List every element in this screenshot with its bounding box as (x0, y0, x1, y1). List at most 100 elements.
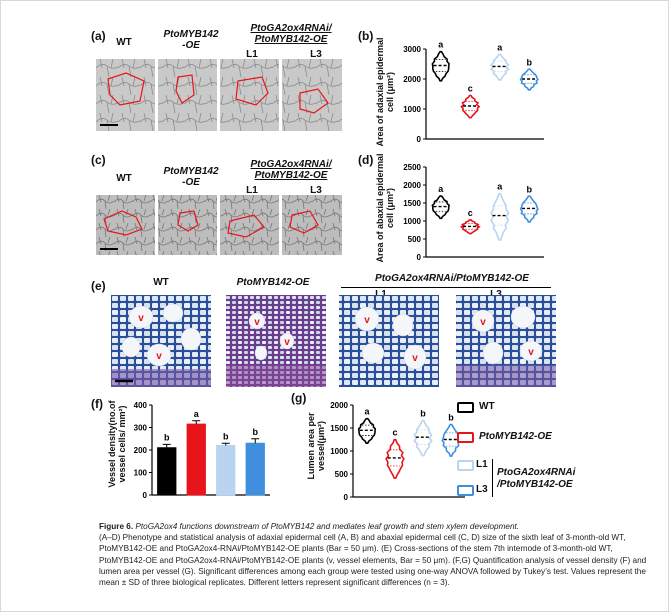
chart-g-letter-1: c (392, 428, 397, 438)
chart-d-ytick-label-4: 2000 (403, 181, 421, 190)
chart-f-ytick-label-0: 0 (143, 491, 148, 500)
chart-f-ytick-label-4: 400 (134, 401, 148, 410)
chart-f-letter-1: a (194, 409, 200, 419)
chart-f-ytick-label-2: 200 (134, 446, 148, 455)
chart-g-violin-3 (441, 423, 461, 457)
chart-b-letter-1: c (468, 83, 473, 93)
chart-d-ytick-label-0: 0 (417, 253, 422, 262)
panel-c-micrographs (96, 195, 342, 255)
cell-outline-c-oe (177, 210, 199, 232)
chart-g-violin-1 (385, 438, 405, 479)
figure-caption: Figure 6. PtoGA2ox4 functions downstream… (99, 521, 655, 588)
chart-f-letter-0: b (164, 432, 170, 442)
legend-swatch-l1 (457, 460, 474, 471)
chart-d-ytick-label-1: 500 (408, 235, 422, 244)
cell-outline-a-l1 (235, 76, 269, 106)
vessel-mark-l1-2: v (412, 353, 418, 364)
chart-g-ytick-label-0: 0 (344, 493, 349, 502)
panel-a-label-l1: L1 (246, 49, 258, 60)
legend-swatch-oe (457, 432, 474, 443)
chart-b-letter-0: a (438, 41, 444, 50)
cell-outline-c-l3 (289, 210, 319, 234)
micrograph-e-l1 (339, 295, 439, 387)
panel-a-micrographs (96, 59, 342, 131)
legend-bracket (492, 459, 493, 497)
legend-bracket-label: PtoGA2ox4RNAi /PtoMYB142-OE (497, 467, 576, 490)
chart-b-violin-3 (519, 68, 539, 91)
caption-body: (A–D) Phenotype and statistical analysis… (99, 533, 647, 588)
chart-f-bar-0 (157, 447, 177, 496)
chart-g-ytick-label-2: 1000 (330, 447, 348, 456)
caption-title: Figure 6. (99, 522, 134, 531)
vessel-mark-oe-1: v (254, 317, 260, 328)
micrograph-c-oe (158, 195, 217, 255)
chart-b-ytick-label-1: 1000 (403, 105, 421, 114)
legend-swatch-wt (457, 402, 474, 413)
panel-e-letter: (e) (91, 279, 106, 293)
panel-f-letter: (f) (91, 397, 103, 411)
cell-outline-a-wt (107, 72, 145, 106)
panel-c-label-l1: L1 (246, 185, 258, 196)
panel-c-label-l3: L3 (310, 185, 322, 196)
panel-c-label-wt: WT (116, 173, 132, 184)
chart-b-violin-0 (431, 50, 450, 82)
chart-b-violin-2 (489, 53, 510, 81)
chart-b-ytick-label-3: 3000 (403, 45, 421, 54)
panel-e-label-oe: PtoMYB142-OE (236, 277, 310, 288)
micrograph-c-l3 (282, 195, 342, 255)
chart-f-ytick-label-3: 300 (134, 424, 148, 433)
micrograph-a-wt (96, 59, 155, 131)
cell-outline-a-l3 (299, 88, 329, 114)
chart-f: 0 100 200 300 400 b a b b (134, 401, 270, 500)
chart-g-letter-3: b (448, 413, 454, 423)
chart-g-violin-2 (413, 419, 433, 457)
chart-g-ytick-label-3: 1500 (330, 424, 348, 433)
vessel-mark-l3-2: v (528, 347, 534, 358)
cell-outline-c-l1 (227, 214, 265, 238)
chart-g-letter-2: b (420, 409, 426, 419)
chart-d-violin-1 (459, 219, 481, 235)
chart-d-letter-3: b (527, 184, 533, 194)
cell-outline-c-wt (103, 210, 143, 236)
cell-outline-a-oe (175, 74, 195, 104)
chart-f-bar-2 (216, 445, 236, 496)
panel-e-label-l3: L3 (490, 289, 502, 300)
vessel-mark-wt-2: v (156, 351, 162, 362)
chart-g-letter-0: a (364, 407, 370, 417)
panel-e-bracket (341, 287, 551, 288)
panel-a-label-oe: PtoMYB142 -OE (163, 29, 219, 51)
chart-d-violin-3 (519, 195, 539, 223)
vessel-mark-l1-1: v (364, 315, 370, 326)
chart-f-bar-3 (245, 442, 265, 496)
chart-d-ytick-label-5: 2500 (403, 163, 421, 172)
micrograph-a-l3 (282, 59, 342, 131)
chart-g-ytick-label-4: 2000 (330, 401, 348, 410)
chart-d: 0 500 1000 1500 2000 2500 a c a b (403, 163, 544, 262)
panel-c-letter: (c) (91, 153, 106, 167)
panel-e-micrographs: v v v v v v v v (111, 295, 556, 387)
chart-d-ytick-label-2: 1000 (403, 217, 421, 226)
chart-g-violin-0 (357, 417, 377, 444)
chart-g: 0 500 1000 1500 2000 a c b b (330, 401, 465, 502)
panel-e-label-rnai: PtoGA2ox4RNAi/PtoMYB142-OE (375, 273, 529, 284)
vessel-mark-oe-2: v (284, 337, 290, 348)
chart-b-letter-3: b (527, 57, 533, 67)
chart-d-ytick-label-3: 1500 (403, 199, 421, 208)
chart-d-letter-2: a (497, 182, 503, 192)
panel-a-label-wt: WT (116, 37, 132, 48)
chart-d-letter-0: a (438, 184, 444, 194)
chart-f-ytick-label-1: 100 (134, 469, 148, 478)
chart-b-letter-2: a (497, 42, 503, 52)
chart-b-ytick-label-2: 2000 (403, 75, 421, 84)
panel-a-letter: (a) (91, 29, 106, 43)
legend: WT PtoMYB142-OE L1 L3 PtoGA2ox4RNAi /Pto… (455, 401, 655, 511)
panel-b-letter: (b) (358, 29, 374, 43)
chart-b-violin-1 (460, 94, 481, 119)
panel-c-label-oe: PtoMYB142 -OE (163, 166, 219, 188)
panel-a-label-l3: L3 (310, 49, 322, 60)
panel-a-label-rnai: PtoGA2ox4RNAi/ PtoMYB142-OE (250, 23, 332, 45)
legend-swatch-l3 (457, 485, 474, 496)
vessel-mark-wt-1: v (138, 313, 144, 324)
micrograph-c-wt (96, 195, 155, 255)
